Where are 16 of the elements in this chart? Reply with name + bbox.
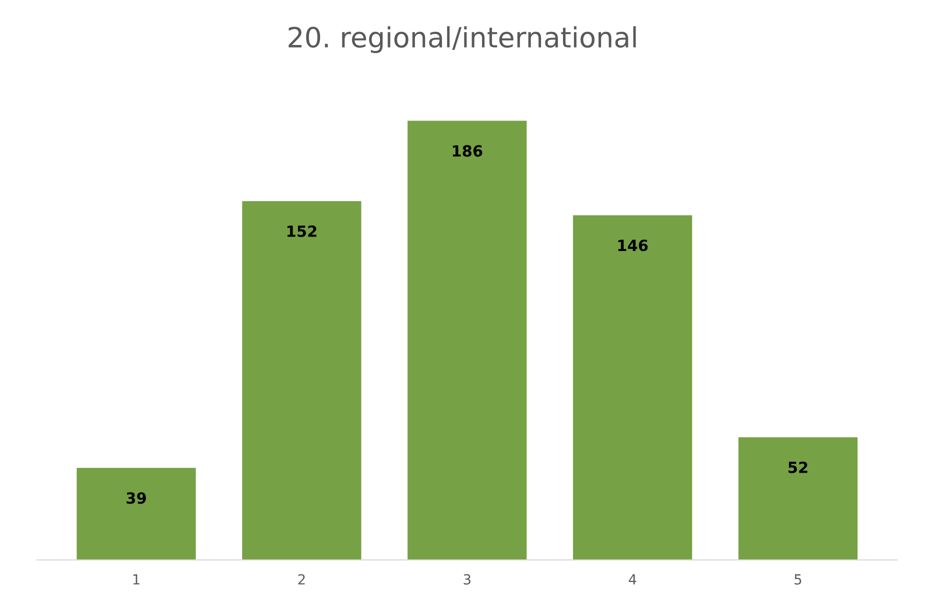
- bar: [408, 120, 527, 560]
- x-tick-label: 4: [628, 574, 636, 584]
- bar: [738, 437, 858, 560]
- data-label: 52: [788, 462, 808, 474]
- x-tick-label: 3: [464, 574, 470, 585]
- chart-title: 20. regional/international: [288, 26, 636, 54]
- data-label: 186: [452, 145, 482, 157]
- data-label: 152: [287, 225, 316, 237]
- data-label: 39: [126, 492, 146, 504]
- bar: [76, 468, 196, 560]
- x-tick-label: 1: [133, 574, 140, 584]
- x-tick-label: 5: [794, 574, 802, 585]
- data-label: 146: [618, 240, 648, 252]
- bar: [573, 215, 692, 560]
- x-tick-label: 2: [298, 574, 305, 584]
- bar: [242, 201, 362, 560]
